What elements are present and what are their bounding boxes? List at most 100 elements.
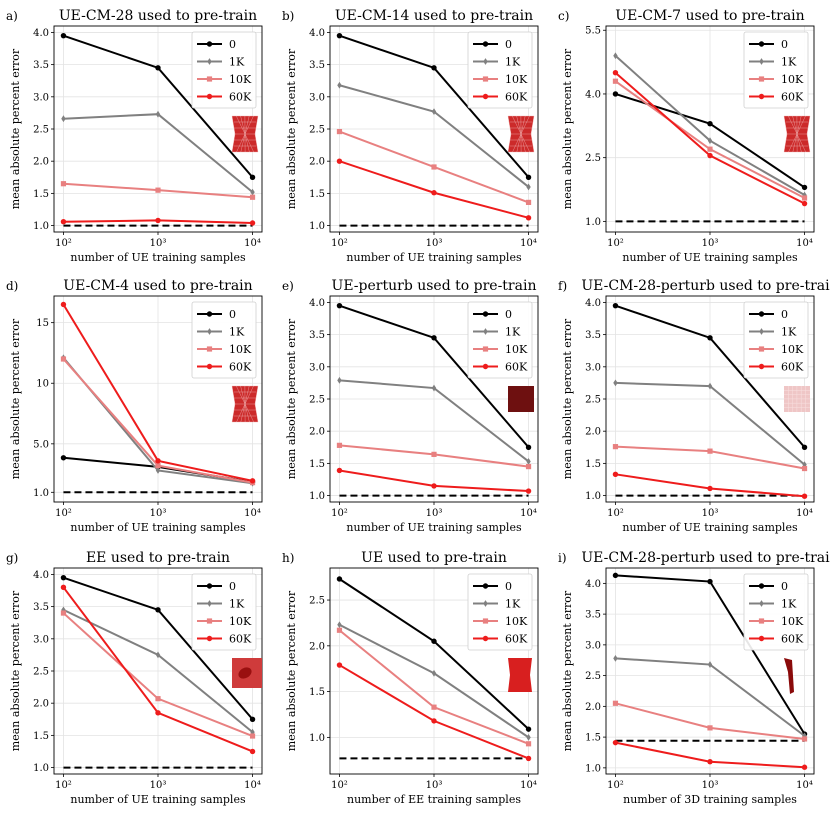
legend-swatch-marker [482,363,489,370]
data-point [612,302,619,309]
series-1K [337,376,531,465]
x-tick-label: 10⁴ [520,780,537,791]
series-0 [60,32,256,180]
thumbnail-mesh-line [788,115,806,153]
series-60K [612,70,808,207]
data-point [801,465,808,472]
y-tick-label: 2.5 [309,125,325,136]
chart-title: UE used to pre-train [361,550,507,566]
data-point [525,463,532,470]
legend-label: 1K [781,598,797,611]
legend-swatch-marker [482,76,489,82]
series-60K [60,301,256,484]
y-axis-label: mean absolute percent error [561,318,574,479]
data-point [801,493,808,499]
panel-label: h) [282,551,294,565]
y-tick-label: 4.0 [309,28,325,39]
plot-frame [605,567,815,775]
x-axis-label: number of UE training samples [70,251,246,264]
series-1K [613,379,807,469]
legend-label: 60K [505,361,528,374]
legend-label: 60K [505,91,528,104]
legend-swatch-marker [759,600,764,607]
x-tick-label: 10³ [702,780,719,791]
legend-box [191,573,257,651]
data-point [707,137,713,145]
data-point [612,700,619,706]
data-point [60,32,67,39]
data-point [525,726,532,732]
data-point [155,187,161,193]
data-point [155,110,161,118]
legend-swatch-marker [758,363,765,370]
data-point [336,302,343,309]
legend-swatch-marker [758,635,765,642]
x-axis-label: number of UE training samples [346,521,522,534]
panel-label: b) [282,9,294,23]
data-point [526,458,531,465]
legend-swatch-marker [207,58,212,65]
x-tick-label: 10³ [702,238,719,249]
legend-swatch-marker [206,76,213,82]
legend-label: 0 [229,308,236,321]
legend-label: 60K [781,361,804,374]
legend-label: 10K [505,73,528,86]
legend-label: 60K [781,91,804,104]
chart-title: UE-CM-7 used to pre-train [615,8,804,24]
data-point [431,108,437,116]
data-point [801,764,808,770]
legend-swatch-marker [482,346,489,352]
series-1K [337,81,531,191]
series-60K [612,471,808,499]
y-tick-label: 2.5 [309,395,325,406]
thumbnail-mesh-line [512,115,530,153]
data-point [155,217,161,224]
legend-swatch-marker [206,93,213,100]
y-tick-label: 2.5 [309,596,325,607]
legend: 0 1K 10K 60K [467,31,533,109]
y-tick-label: 2.5 [585,671,601,682]
data-point [155,696,161,702]
legend-swatch-marker [482,618,489,624]
series-0 [336,302,532,450]
data-point [802,461,807,469]
y-tick-label: 1.0 [33,488,49,499]
y-tick-label: 3.5 [585,330,601,341]
data-point [155,463,161,469]
data-point [525,199,532,205]
y-tick-label: 15 [36,318,49,329]
y-tick-label: 1.5 [585,459,601,470]
legend-label: 1K [781,326,797,339]
chart-title: UE-CM-14 used to pre-train [335,8,533,24]
thumbnail-image-b [507,115,535,153]
legend-swatch-marker [206,635,213,642]
legend: 0 1K 10K 60K [191,573,257,651]
legend-swatch-marker [207,600,212,607]
data-point [249,748,256,755]
y-tick-label: 1.0 [585,763,601,774]
y-tick-label: 1.0 [585,491,601,502]
x-axis-label: number of UE training samples [70,521,246,534]
legend-swatch-marker [482,635,489,642]
series-0 [336,32,532,180]
data-point [431,335,437,341]
data-point [612,70,619,76]
y-tick-label: 5.5 [585,26,601,37]
legend-label: 10K [781,615,804,628]
panel-label: i) [558,551,567,565]
y-tick-label: 1.0 [33,763,49,774]
legend-label: 0 [505,38,512,51]
data-point [60,356,67,362]
plot-frame [329,567,539,775]
data-point [336,32,343,39]
data-point [431,190,437,196]
data-point [431,669,437,677]
data-point [336,467,343,474]
legend-swatch-marker [759,328,764,335]
x-tick-label: 10³ [150,238,167,249]
y-axis-label: mean absolute percent error [561,590,574,751]
legend-label: 10K [781,343,804,356]
legend-box [467,573,533,651]
legend-label: 1K [229,56,245,69]
series-60K [336,158,532,221]
